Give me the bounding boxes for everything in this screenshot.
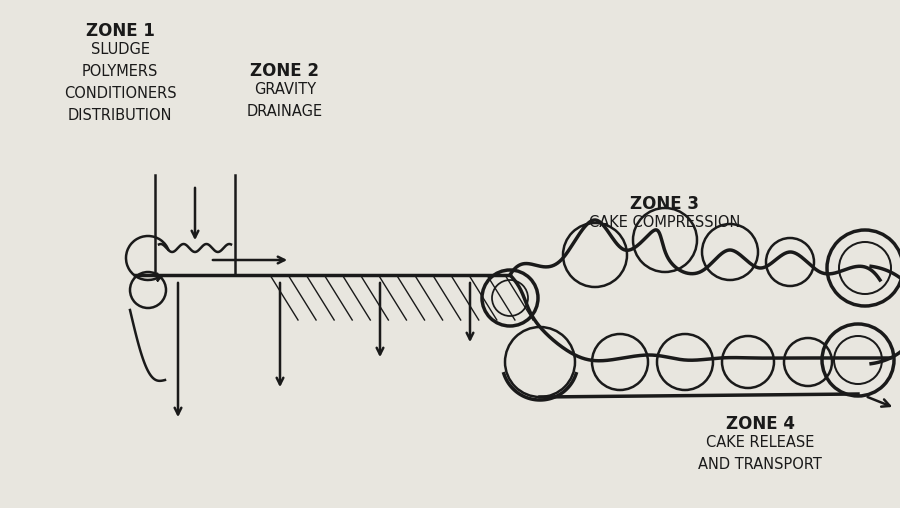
- Text: POLYMERS: POLYMERS: [82, 64, 158, 79]
- Text: SLUDGE: SLUDGE: [91, 42, 149, 57]
- Text: AND TRANSPORT: AND TRANSPORT: [698, 457, 822, 472]
- Text: DISTRIBUTION: DISTRIBUTION: [68, 108, 172, 123]
- Text: GRAVITY: GRAVITY: [254, 82, 316, 97]
- Text: CAKE RELEASE: CAKE RELEASE: [706, 435, 814, 450]
- Text: CONDITIONERS: CONDITIONERS: [64, 86, 176, 101]
- Text: ZONE 4: ZONE 4: [725, 415, 795, 433]
- Text: ZONE 3: ZONE 3: [631, 195, 699, 213]
- Text: CAKE COMPRESSION: CAKE COMPRESSION: [590, 215, 741, 230]
- Text: ZONE 2: ZONE 2: [250, 62, 320, 80]
- Text: DRAINAGE: DRAINAGE: [247, 104, 323, 119]
- Text: ZONE 1: ZONE 1: [86, 22, 155, 40]
